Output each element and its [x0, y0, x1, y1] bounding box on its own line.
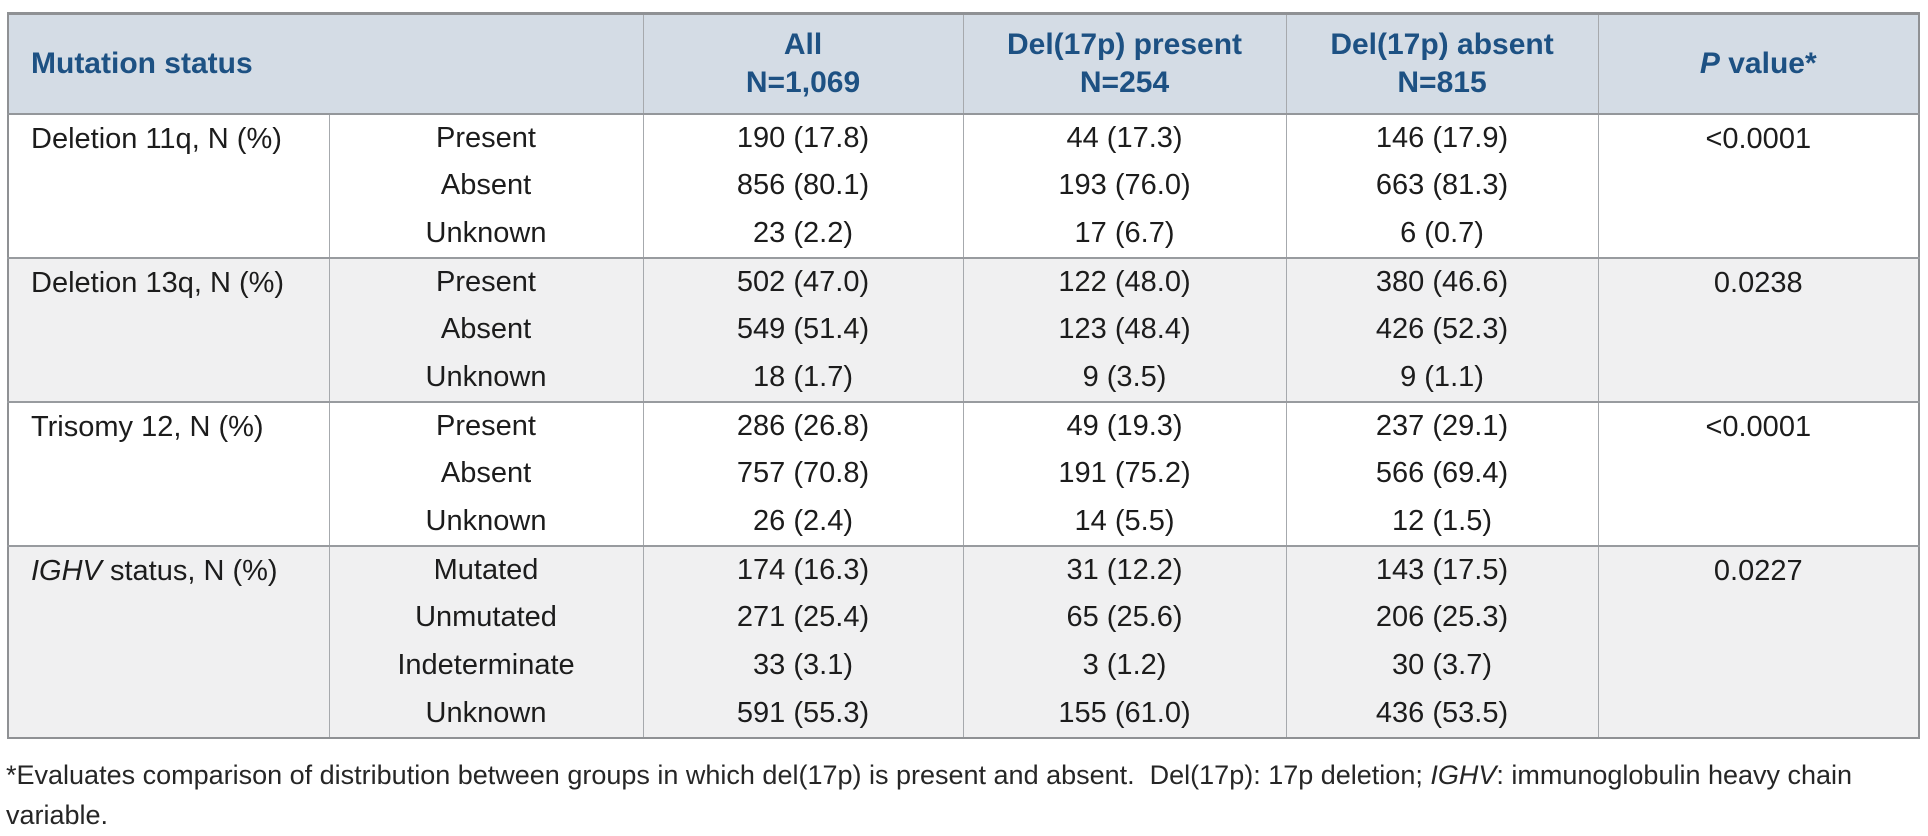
- table-row: Deletion 13q, N (%) Present 502 (47.0) 1…: [8, 257, 1920, 402]
- header-p-rest: value*: [1719, 46, 1817, 80]
- footnote-text-end: : immunoglobulin heavy chain variable.: [6, 759, 1860, 830]
- status-cell: Unknown: [328, 689, 644, 738]
- group-deletion-13q: Deletion 13q, N (%) Present 502 (47.0) 1…: [8, 257, 1920, 402]
- value-cell: 193 (76.0): [962, 161, 1287, 210]
- table-header: Mutation status All N=1,069 Del(17p) pre…: [8, 13, 1920, 115]
- status-cell: Absent: [328, 161, 644, 210]
- value-cell: 26 (2.4): [642, 497, 964, 546]
- value-cell: 123 (48.4): [962, 305, 1287, 354]
- value-cell: 757 (70.8): [642, 449, 964, 498]
- status-cell: Absent: [328, 305, 644, 354]
- group-label-deletion-11q: Deletion 11q, N (%): [31, 122, 282, 155]
- value-cell: 856 (80.1): [642, 161, 964, 210]
- table-row: Absent 757 (70.8) 191 (75.2) 566 (69.4): [8, 449, 1919, 498]
- value-cell: 190 (17.8): [642, 113, 964, 162]
- value-cell: 436 (53.5): [1285, 689, 1599, 738]
- value-cell: 502 (47.0): [642, 257, 964, 306]
- value-cell: 426 (52.3): [1285, 305, 1599, 354]
- group-deletion-11q: Deletion 11q, N (%) Present 190 (17.8) 4…: [8, 113, 1920, 258]
- footnote-text: *Evaluates comparison of distribution be…: [6, 759, 1431, 790]
- value-cell: 380 (46.6): [1285, 257, 1599, 306]
- table-row: Trisomy 12, N (%) Present 286 (26.8) 49 …: [8, 401, 1920, 546]
- value-cell: 549 (51.4): [642, 305, 964, 354]
- table-row: Indeterminate 33 (3.1) 3 (1.2) 30 (3.7): [8, 641, 1919, 690]
- p-value-cell: 0.0238: [1597, 257, 1920, 402]
- table-row: IGHV status, N (%) Mutated 174 (16.3) 31…: [8, 545, 1920, 738]
- group-trisomy-12: Trisomy 12, N (%) Present 286 (26.8) 49 …: [8, 401, 1920, 546]
- table-row: Deletion 11q, N (%) Present 190 (17.8) 4…: [8, 113, 1920, 258]
- status-cell: Unknown: [328, 353, 644, 402]
- header-del17p-present: Del(17p) present N=254: [962, 13, 1287, 115]
- value-cell: 23 (2.2): [642, 209, 964, 258]
- value-cell: 286 (26.8): [642, 401, 964, 450]
- table-row: Absent 856 (80.1) 193 (76.0) 663 (81.3): [8, 161, 1919, 210]
- status-cell: Present: [328, 401, 644, 450]
- status-cell: Unknown: [328, 209, 644, 258]
- header-p-italic: P: [1699, 46, 1720, 80]
- status-cell: Absent: [328, 449, 644, 498]
- table-row: Unknown 23 (2.2) 17 (6.7) 6 (0.7): [8, 209, 1919, 258]
- value-cell: 12 (1.5): [1285, 497, 1599, 546]
- value-cell: 18 (1.7): [642, 353, 964, 402]
- status-cell: Present: [328, 257, 644, 306]
- status-cell: Present: [328, 113, 644, 162]
- value-cell: 14 (5.5): [962, 497, 1287, 546]
- value-cell: 174 (16.3): [642, 545, 964, 594]
- header-mutation-status-label: Mutation status: [31, 46, 253, 80]
- header-all-n: N=1,069: [745, 65, 861, 99]
- table-row: Unmutated 271 (25.4) 65 (25.6) 206 (25.3…: [8, 593, 1919, 642]
- value-cell: 146 (17.9): [1285, 113, 1599, 162]
- status-cell: Indeterminate: [328, 641, 644, 690]
- value-cell: 143 (17.5): [1285, 545, 1599, 594]
- header-del17p-absent-n: N=815: [1397, 65, 1487, 99]
- value-cell: 49 (19.3): [962, 401, 1287, 450]
- table-footnote: *Evaluates comparison of distribution be…: [6, 755, 1876, 835]
- header-del17p-present-n: N=254: [1079, 65, 1170, 99]
- group-label-ighv-status: IGHV status, N (%): [31, 554, 278, 587]
- value-cell: 44 (17.3): [962, 113, 1287, 162]
- value-cell: 566 (69.4): [1285, 449, 1599, 498]
- header-all: All N=1,069: [642, 13, 964, 115]
- table-row: Unknown 591 (55.3) 155 (61.0) 436 (53.5): [8, 689, 1919, 738]
- value-cell: 271 (25.4): [642, 593, 964, 642]
- header-all-label: All: [783, 27, 823, 61]
- value-cell: 9 (3.5): [962, 353, 1287, 402]
- p-value-cell: <0.0001: [1597, 401, 1920, 546]
- footnote-ighv-italic: IGHV: [1430, 759, 1497, 790]
- value-cell: 122 (48.0): [962, 257, 1287, 306]
- header-del17p-absent-label: Del(17p) absent: [1330, 27, 1554, 61]
- value-cell: 17 (6.7): [962, 209, 1287, 258]
- value-cell: 591 (55.3): [642, 689, 964, 738]
- value-cell: 3 (1.2): [962, 641, 1287, 690]
- group-label-deletion-13q: Deletion 13q, N (%): [31, 266, 285, 299]
- p-value-cell: 0.0227: [1597, 545, 1920, 738]
- value-cell: 33 (3.1): [642, 641, 964, 690]
- table-row: Absent 549 (51.4) 123 (48.4) 426 (52.3): [8, 305, 1919, 354]
- status-cell: Unknown: [328, 497, 644, 546]
- value-cell: 155 (61.0): [962, 689, 1287, 738]
- value-cell: 191 (75.2): [962, 449, 1287, 498]
- header-p-value: P value*: [1597, 13, 1920, 115]
- value-cell: 9 (1.1): [1285, 353, 1599, 402]
- mutation-status-table: Mutation status All N=1,069 Del(17p) pre…: [7, 12, 1921, 739]
- header-row: Mutation status All N=1,069 Del(17p) pre…: [8, 13, 1920, 115]
- value-cell: 6 (0.7): [1285, 209, 1599, 258]
- group-label-trisomy-12: Trisomy 12, N (%): [31, 410, 264, 443]
- table-row: Unknown 18 (1.7) 9 (3.5) 9 (1.1): [8, 353, 1919, 402]
- group-ighv-status: IGHV status, N (%) Mutated 174 (16.3) 31…: [8, 545, 1920, 738]
- header-del17p-absent: Del(17p) absent N=815: [1285, 13, 1599, 115]
- p-value-cell: <0.0001: [1597, 113, 1920, 258]
- value-cell: 31 (12.2): [962, 545, 1287, 594]
- status-cell: Unmutated: [328, 593, 644, 642]
- value-cell: 663 (81.3): [1285, 161, 1599, 210]
- value-cell: 65 (25.6): [962, 593, 1287, 642]
- header-mutation-status: Mutation status: [8, 13, 644, 115]
- table-row: Unknown 26 (2.4) 14 (5.5) 12 (1.5): [8, 497, 1919, 546]
- status-cell: Mutated: [328, 545, 644, 594]
- value-cell: 237 (29.1): [1285, 401, 1599, 450]
- value-cell: 30 (3.7): [1285, 641, 1599, 690]
- header-del17p-present-label: Del(17p) present: [1006, 27, 1243, 61]
- value-cell: 206 (25.3): [1285, 593, 1599, 642]
